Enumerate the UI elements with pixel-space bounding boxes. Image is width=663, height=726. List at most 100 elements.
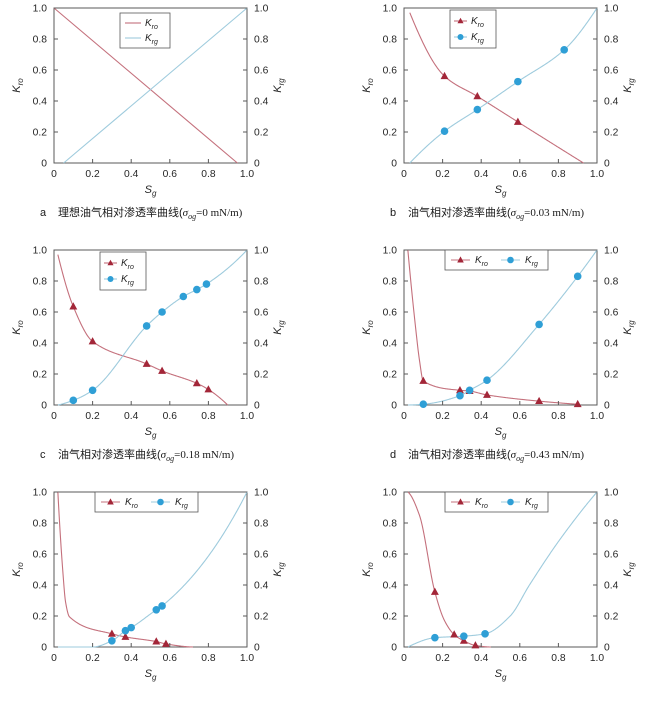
svg-text:0: 0	[401, 411, 407, 422]
svg-text:0.4: 0.4	[474, 653, 489, 664]
svg-text:0.2: 0.2	[254, 128, 269, 139]
svg-text:0: 0	[51, 411, 57, 422]
svg-text:1.0: 1.0	[604, 488, 619, 499]
svg-text:0.8: 0.8	[254, 519, 269, 530]
svg-text:1.0: 1.0	[240, 411, 255, 422]
svg-text:1.0: 1.0	[254, 488, 269, 499]
svg-text:0: 0	[41, 401, 47, 412]
svg-text:Krg: Krg	[272, 562, 286, 577]
svg-text:0.4: 0.4	[604, 339, 619, 350]
svg-text:0.2: 0.2	[85, 653, 100, 664]
svg-text:0.6: 0.6	[604, 66, 619, 77]
svg-text:0.8: 0.8	[254, 277, 269, 288]
svg-text:Krg: Krg	[622, 78, 636, 93]
svg-text:0: 0	[391, 159, 397, 170]
svg-text:Sg: Sg	[495, 184, 507, 198]
svg-text:0.8: 0.8	[33, 277, 48, 288]
svg-text:1.0: 1.0	[590, 411, 605, 422]
svg-text:0: 0	[604, 159, 610, 170]
svg-text:0.6: 0.6	[163, 169, 178, 180]
svg-text:0.4: 0.4	[124, 169, 139, 180]
svg-text:1.0: 1.0	[33, 4, 48, 15]
svg-text:0.6: 0.6	[33, 550, 48, 561]
svg-text:1.0: 1.0	[383, 4, 398, 15]
svg-text:0.8: 0.8	[383, 519, 398, 530]
svg-text:0.8: 0.8	[201, 653, 216, 664]
svg-text:0.6: 0.6	[383, 308, 398, 319]
svg-text:Kro: Kro	[361, 320, 375, 335]
svg-text:0.6: 0.6	[163, 411, 178, 422]
svg-text:0.4: 0.4	[124, 653, 139, 664]
svg-text:油气相对渗透率曲线(σog=0.03 mN/m): 油气相对渗透率曲线(σog=0.03 mN/m)	[408, 205, 584, 221]
svg-text:1.0: 1.0	[604, 4, 619, 15]
svg-text:0: 0	[41, 643, 47, 654]
svg-text:0.2: 0.2	[435, 169, 450, 180]
svg-text:0.2: 0.2	[33, 612, 48, 623]
svg-text:b: b	[390, 207, 396, 219]
svg-text:0: 0	[604, 401, 610, 412]
svg-text:0.2: 0.2	[383, 128, 398, 139]
svg-text:Sg: Sg	[495, 426, 507, 440]
svg-text:0.8: 0.8	[201, 411, 216, 422]
svg-text:Kro: Kro	[11, 320, 25, 335]
svg-text:0.4: 0.4	[33, 339, 48, 350]
svg-text:a: a	[40, 207, 47, 219]
svg-text:0.4: 0.4	[474, 411, 489, 422]
svg-text:0.2: 0.2	[604, 370, 619, 381]
svg-text:0.8: 0.8	[254, 35, 269, 46]
svg-text:0.4: 0.4	[604, 97, 619, 108]
svg-text:0.6: 0.6	[163, 653, 178, 664]
svg-text:理想油气相对渗透率曲线(σog=0 mN/m): 理想油气相对渗透率曲线(σog=0 mN/m)	[58, 205, 243, 221]
svg-text:0.8: 0.8	[551, 411, 566, 422]
svg-text:Sg: Sg	[145, 668, 157, 682]
svg-text:Kro: Kro	[11, 562, 25, 577]
svg-text:0.4: 0.4	[383, 581, 398, 592]
svg-text:Krg: Krg	[272, 78, 286, 93]
svg-text:0.8: 0.8	[551, 169, 566, 180]
svg-text:0: 0	[391, 643, 397, 654]
svg-text:0.6: 0.6	[254, 550, 269, 561]
svg-text:0.8: 0.8	[551, 653, 566, 664]
svg-text:0.4: 0.4	[124, 411, 139, 422]
svg-text:0.4: 0.4	[254, 581, 269, 592]
svg-text:Krg: Krg	[622, 562, 636, 577]
svg-text:0.2: 0.2	[435, 653, 450, 664]
svg-text:0.2: 0.2	[33, 128, 48, 139]
svg-text:0.6: 0.6	[33, 308, 48, 319]
svg-text:0.2: 0.2	[254, 370, 269, 381]
svg-text:0.4: 0.4	[33, 581, 48, 592]
svg-text:0.2: 0.2	[254, 612, 269, 623]
svg-text:0.8: 0.8	[604, 35, 619, 46]
svg-text:Kro: Kro	[361, 78, 375, 93]
svg-text:1.0: 1.0	[254, 4, 269, 15]
svg-text:Sg: Sg	[495, 668, 507, 682]
svg-text:油气相对渗透率曲线(σog=0.18 mN/m): 油气相对渗透率曲线(σog=0.18 mN/m)	[58, 447, 234, 463]
svg-text:c: c	[40, 449, 46, 461]
svg-text:0.4: 0.4	[383, 339, 398, 350]
svg-text:油气相对渗透率曲线(σog=0.43 mN/m): 油气相对渗透率曲线(σog=0.43 mN/m)	[408, 447, 584, 463]
svg-text:1.0: 1.0	[383, 246, 398, 257]
svg-text:0.6: 0.6	[513, 653, 528, 664]
svg-text:0.8: 0.8	[604, 277, 619, 288]
svg-text:Kro: Kro	[11, 78, 25, 93]
svg-text:0.4: 0.4	[383, 97, 398, 108]
svg-text:0.4: 0.4	[254, 339, 269, 350]
svg-text:Krg: Krg	[272, 320, 286, 335]
svg-text:0: 0	[254, 159, 260, 170]
svg-text:0.2: 0.2	[85, 169, 100, 180]
svg-text:1.0: 1.0	[604, 246, 619, 257]
svg-text:1.0: 1.0	[33, 488, 48, 499]
svg-text:0.4: 0.4	[474, 169, 489, 180]
svg-text:1.0: 1.0	[590, 653, 605, 664]
svg-text:0.6: 0.6	[604, 550, 619, 561]
svg-text:0.2: 0.2	[604, 612, 619, 623]
svg-text:Sg: Sg	[145, 184, 157, 198]
svg-text:Sg: Sg	[145, 426, 157, 440]
svg-text:1.0: 1.0	[33, 246, 48, 257]
svg-text:Krg: Krg	[622, 320, 636, 335]
svg-text:0: 0	[391, 401, 397, 412]
svg-text:0.6: 0.6	[383, 66, 398, 77]
svg-text:1.0: 1.0	[240, 169, 255, 180]
svg-text:0: 0	[254, 643, 260, 654]
svg-text:0.2: 0.2	[383, 612, 398, 623]
